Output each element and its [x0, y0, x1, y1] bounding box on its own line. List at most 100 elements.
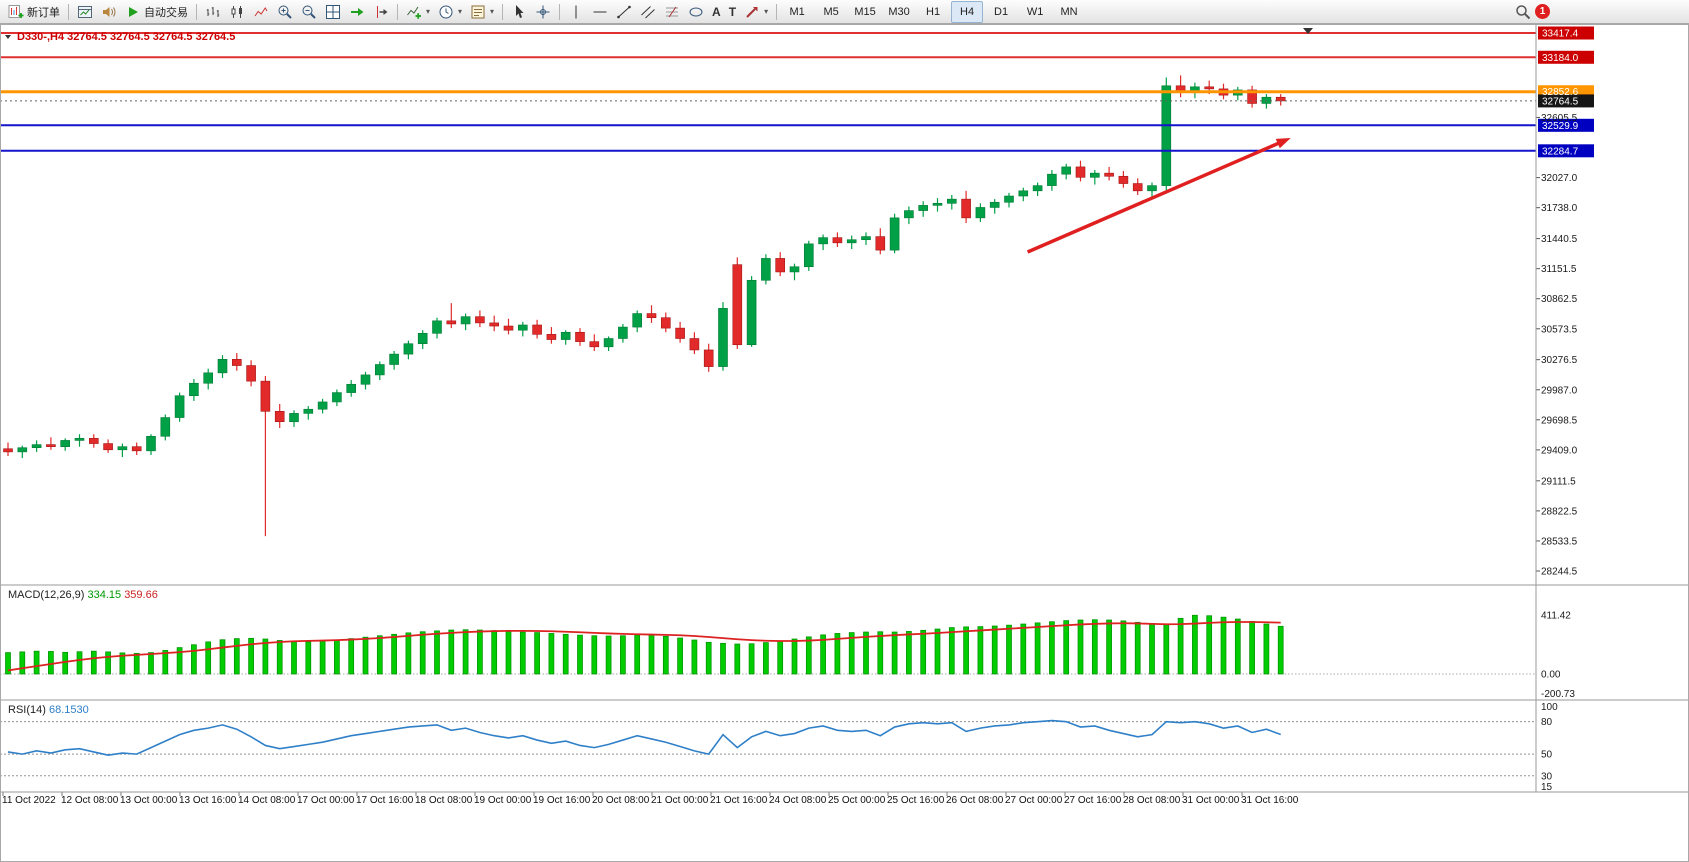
channel-button[interactable]	[636, 1, 660, 23]
timeframe-M5[interactable]: M5	[823, 5, 839, 18]
macd-bar	[1277, 625, 1284, 675]
vertical-line-button[interactable]	[564, 1, 588, 23]
crosshair-button[interactable]	[531, 1, 555, 23]
time-label: 13 Oct 00:00	[120, 795, 178, 806]
macd-bar	[334, 639, 340, 675]
chart-canvas[interactable]: MACD(12,26,9) 334.15 359.66 RSI(14) 68.15…	[0, 24, 1689, 862]
candle-body	[532, 324, 542, 335]
notification-badge[interactable]: 1	[1535, 4, 1550, 19]
candle-body	[189, 382, 199, 397]
price-tick: 30573.5	[1541, 324, 1578, 335]
price-level-label: 33184.0	[1542, 53, 1579, 64]
horizontal-line-button[interactable]	[588, 1, 612, 23]
macd-bar	[1149, 623, 1155, 675]
line-chart-button[interactable]	[249, 1, 273, 23]
cursor-button[interactable]	[507, 1, 531, 23]
shapes-button[interactable]	[684, 1, 708, 23]
candle-body	[1018, 190, 1029, 197]
timeframe-MN[interactable]: MN	[1060, 5, 1078, 18]
candle-body	[31, 444, 42, 449]
macd-bar	[734, 643, 741, 675]
macd-bar	[648, 634, 655, 675]
timeframe-M30[interactable]: M30	[888, 5, 910, 18]
search-button[interactable]	[1511, 1, 1535, 23]
macd-bar	[462, 629, 469, 675]
rsi-axis-label: 80	[1541, 717, 1553, 728]
chart-window-button[interactable]	[73, 1, 97, 23]
candle-body	[761, 258, 771, 281]
price-tick: 28822.5	[1541, 506, 1578, 517]
candle-body	[889, 217, 900, 251]
alerts-button[interactable]	[97, 1, 121, 23]
macd-bar	[48, 651, 54, 675]
chart-shift-marker	[1303, 28, 1313, 34]
zoom-in-button[interactable]	[273, 1, 297, 23]
candle-body	[217, 359, 228, 374]
time-label: 11 Oct 2022	[2, 795, 56, 806]
macd-bar	[148, 652, 154, 675]
timeframe-W1[interactable]: W1	[1026, 5, 1044, 18]
trendline-icon	[617, 5, 631, 18]
candle-body	[918, 205, 929, 211]
macd-bar	[519, 631, 526, 675]
timeframe-D1[interactable]: D1	[994, 5, 1009, 18]
rsi-label: RSI(14) 68.1530	[8, 704, 89, 716]
price-tick: 32605.5	[1541, 113, 1578, 124]
periods-button[interactable]: ▾	[434, 1, 466, 23]
macd-bar	[591, 635, 598, 675]
trendline-button[interactable]	[612, 1, 636, 23]
time-label: 28 Oct 08:00	[1123, 795, 1181, 806]
candle-body	[46, 444, 56, 447]
macd-bar	[605, 635, 612, 675]
auto-trading-button[interactable]: 自动交易	[121, 1, 192, 23]
text-label-button[interactable]: T	[725, 1, 740, 23]
macd-label: MACD(12,26,9) 334.15 359.66	[8, 589, 158, 601]
candle-body	[303, 408, 314, 414]
price-tick: 31440.5	[1541, 234, 1578, 245]
macd-bar	[991, 625, 998, 675]
price-tick: 29698.5	[1541, 415, 1578, 426]
new-order-icon	[8, 4, 24, 18]
macd-bar	[319, 640, 326, 675]
macd-bar	[233, 638, 240, 675]
text-button[interactable]: A	[708, 1, 725, 23]
timeframe-H4[interactable]: H4	[951, 0, 984, 23]
fibonacci-button[interactable]	[660, 1, 684, 23]
candle-body	[660, 317, 671, 329]
macd-bar	[276, 640, 283, 675]
indicators-button[interactable]: ▾	[402, 1, 434, 23]
candle-body	[1204, 86, 1214, 90]
timeframe-H1[interactable]: H1	[926, 5, 941, 18]
new-order-button[interactable]: 新订单	[4, 1, 64, 23]
candle-body	[1175, 85, 1186, 92]
candlestick-chart-button[interactable]	[225, 1, 249, 23]
macd-bar	[219, 639, 226, 675]
chart-shift-button[interactable]	[369, 1, 393, 23]
zoom-out-button[interactable]	[297, 1, 321, 23]
macd-bar	[1091, 619, 1098, 675]
templates-button[interactable]: ▾	[466, 1, 498, 23]
bar-chart-button[interactable]	[201, 1, 225, 23]
macd-bar	[1063, 620, 1070, 675]
candle-body	[1047, 173, 1057, 186]
tile-windows-button[interactable]	[321, 1, 345, 23]
candle-body	[1118, 175, 1129, 184]
dropdown-caret: ▾	[764, 7, 769, 16]
candle-body	[932, 203, 943, 206]
arrows-button[interactable]: ▾	[740, 1, 772, 23]
macd-bar	[1120, 620, 1127, 675]
price-tick: 29111.5	[1541, 476, 1576, 487]
macd-bar	[19, 651, 26, 675]
time-label: 14 Oct 08:00	[238, 795, 296, 806]
timeframe-M15[interactable]: M15	[854, 5, 876, 18]
auto-scroll-button[interactable]	[345, 1, 369, 23]
price-tick: 31738.0	[1541, 203, 1578, 214]
time-label: 17 Oct 16:00	[356, 795, 414, 806]
macd-bar	[1220, 616, 1227, 675]
candle-body	[1075, 166, 1086, 178]
timeframe-M1[interactable]: M1	[789, 5, 805, 18]
candle-body	[103, 443, 113, 451]
separator	[68, 3, 69, 20]
macd-bar	[548, 633, 555, 675]
rsi-line	[7, 719, 1281, 757]
